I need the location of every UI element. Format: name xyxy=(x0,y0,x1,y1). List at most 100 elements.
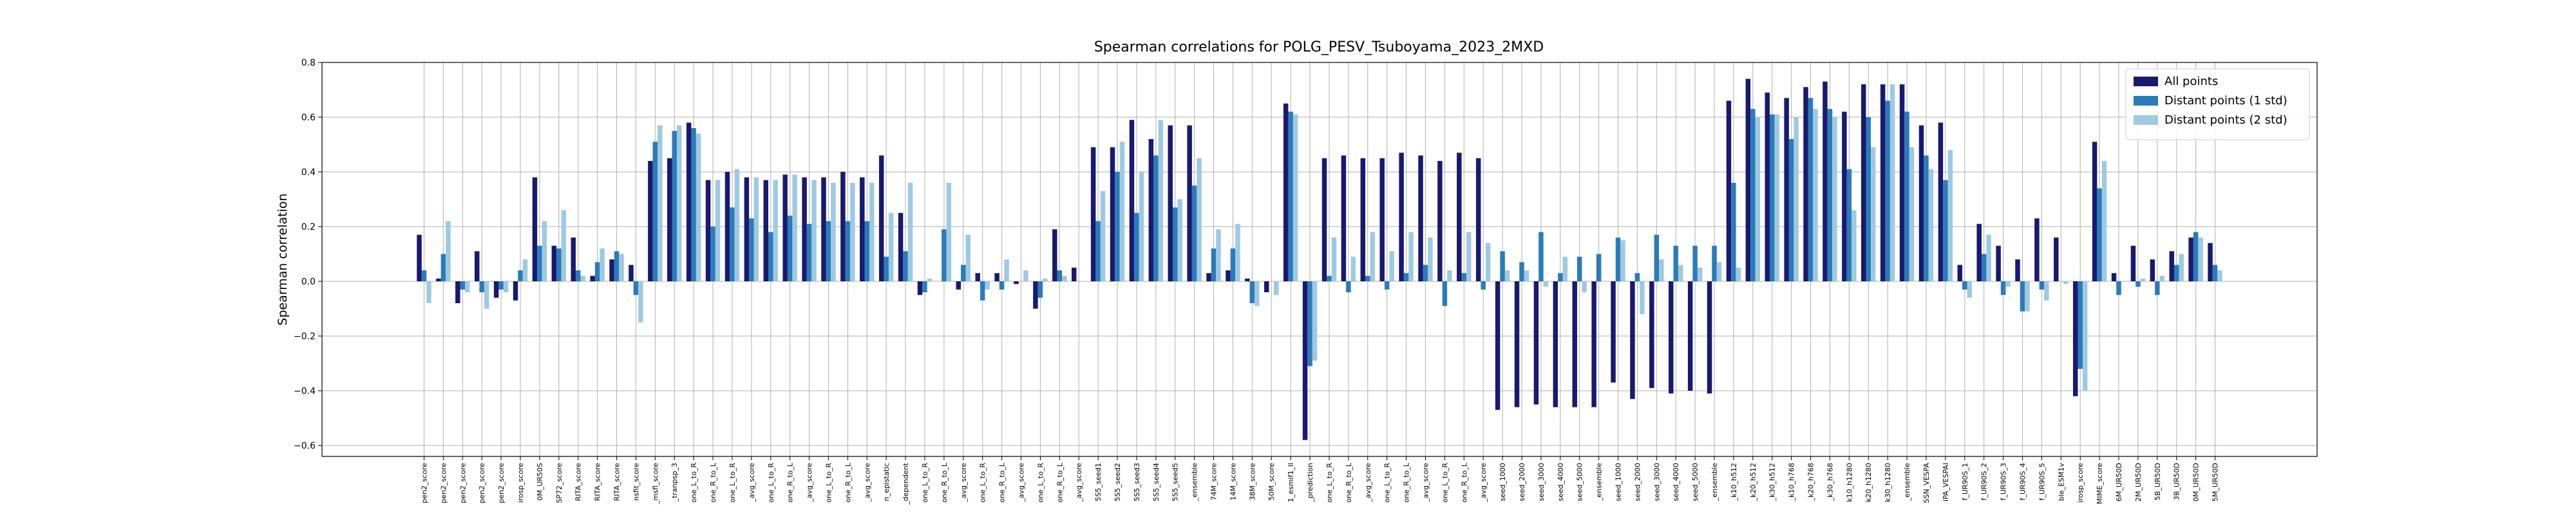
bar xyxy=(1365,276,1370,281)
bar xyxy=(1071,267,1077,281)
x-tick-label: _k10_h512 xyxy=(1730,463,1738,501)
bar xyxy=(1852,210,1857,281)
bar xyxy=(1288,111,1293,281)
bar xyxy=(1283,103,1289,281)
x-tick-label: one_L_to_R xyxy=(767,463,775,503)
bar xyxy=(1861,84,1866,281)
bar xyxy=(831,183,836,281)
x-tick-label: nsfit_score xyxy=(632,463,640,501)
bar xyxy=(455,281,460,303)
bar xyxy=(532,177,538,281)
bar xyxy=(1481,281,1486,290)
bar xyxy=(1558,273,1563,281)
x-tick-label: seed_2000 xyxy=(1518,463,1526,501)
bar xyxy=(1197,158,1202,281)
bar xyxy=(1745,79,1751,281)
x-tick-label: _avg_score xyxy=(1421,463,1430,503)
bar xyxy=(1033,281,1038,309)
bar xyxy=(1153,155,1159,281)
bar xyxy=(1206,273,1211,281)
bar xyxy=(1707,281,1712,394)
bar xyxy=(479,281,484,292)
bar xyxy=(1784,98,1789,281)
bar xyxy=(1384,281,1390,290)
x-tick-label: 6M_UR50D xyxy=(2115,463,2123,501)
bar xyxy=(1909,147,1915,281)
bar xyxy=(1485,243,1491,281)
x-tick-label: _avg_score xyxy=(1479,463,1488,503)
x-tick-label: RITA_score xyxy=(574,463,583,501)
bar xyxy=(571,238,576,281)
bar xyxy=(686,122,692,281)
bar xyxy=(498,281,504,290)
x-tick-label: _avg_score xyxy=(960,463,968,503)
bar xyxy=(749,218,754,281)
x-tick-label: seed_5000 xyxy=(1576,463,1584,501)
bar xyxy=(2179,254,2184,281)
y-tick-label: 0.8 xyxy=(301,58,316,68)
x-tick-label: one_R_to_L xyxy=(1056,462,1064,503)
bar xyxy=(898,212,904,281)
bar xyxy=(1755,117,1761,281)
bar xyxy=(1168,125,1173,281)
x-tick-label: 5B_UR50D xyxy=(2154,463,2162,500)
x-tick-label: one_L_to_R xyxy=(728,463,737,503)
bar xyxy=(1726,100,1732,281)
y-tick-label: 0.2 xyxy=(301,222,316,232)
bar xyxy=(594,262,600,281)
x-tick-label: seed_4000 xyxy=(1557,463,1565,501)
bar xyxy=(652,142,658,281)
bar xyxy=(1158,120,1164,281)
bar xyxy=(1004,259,1009,281)
bar xyxy=(2000,281,2006,295)
bar xyxy=(1264,281,1269,292)
bar xyxy=(922,281,927,292)
x-tick-label: 5S5_seed3 xyxy=(1133,463,1141,501)
x-tick-label: one_L_to_R xyxy=(979,463,987,503)
x-tick-label: pen2_score xyxy=(439,463,448,503)
bar xyxy=(1321,158,1327,281)
x-tick-label: one_L_to_R xyxy=(1383,463,1392,503)
bar xyxy=(792,174,797,281)
bar xyxy=(710,227,715,281)
bar xyxy=(2005,281,2011,287)
bar xyxy=(2130,245,2136,281)
bar xyxy=(2063,281,2069,285)
bar xyxy=(1615,238,1621,281)
bar xyxy=(994,273,999,281)
legend-label: Distant points (2 std) xyxy=(2164,113,2287,127)
bar xyxy=(1360,158,1366,281)
bar xyxy=(2082,281,2088,391)
bar xyxy=(1307,281,1312,366)
x-tick-label: one_L_to_R xyxy=(1325,463,1334,503)
bar xyxy=(1331,238,1337,281)
bar xyxy=(1370,232,1375,281)
bar xyxy=(1043,278,1048,281)
bar xyxy=(763,180,769,281)
bar xyxy=(1731,183,1736,281)
bar xyxy=(1148,139,1154,281)
bar xyxy=(1823,81,1828,281)
bar xyxy=(1090,147,1096,281)
x-tick-label: 38M_score xyxy=(1248,463,1256,501)
bar xyxy=(633,281,639,295)
bar xyxy=(888,212,894,281)
bar xyxy=(1273,281,1279,295)
bar xyxy=(1577,256,1582,281)
x-tick-label: 5S5_seed1 xyxy=(1094,463,1103,501)
bar xyxy=(980,281,985,301)
bar xyxy=(1062,276,1067,281)
bar xyxy=(826,221,831,281)
bar xyxy=(460,281,466,290)
x-tick-label: _tranpsp_3 xyxy=(670,463,679,502)
bar xyxy=(1014,281,1019,285)
x-tick-label: f_UR90S_5 xyxy=(2038,463,2046,501)
bar xyxy=(724,172,730,281)
x-tick-label: one_R_to_L xyxy=(1345,462,1353,503)
bar xyxy=(1023,270,1028,281)
bar xyxy=(1115,172,1120,281)
bar xyxy=(1678,265,1683,281)
x-tick-label: k20_h1280 xyxy=(1864,463,1873,502)
bar xyxy=(903,251,908,281)
bar xyxy=(715,180,721,281)
